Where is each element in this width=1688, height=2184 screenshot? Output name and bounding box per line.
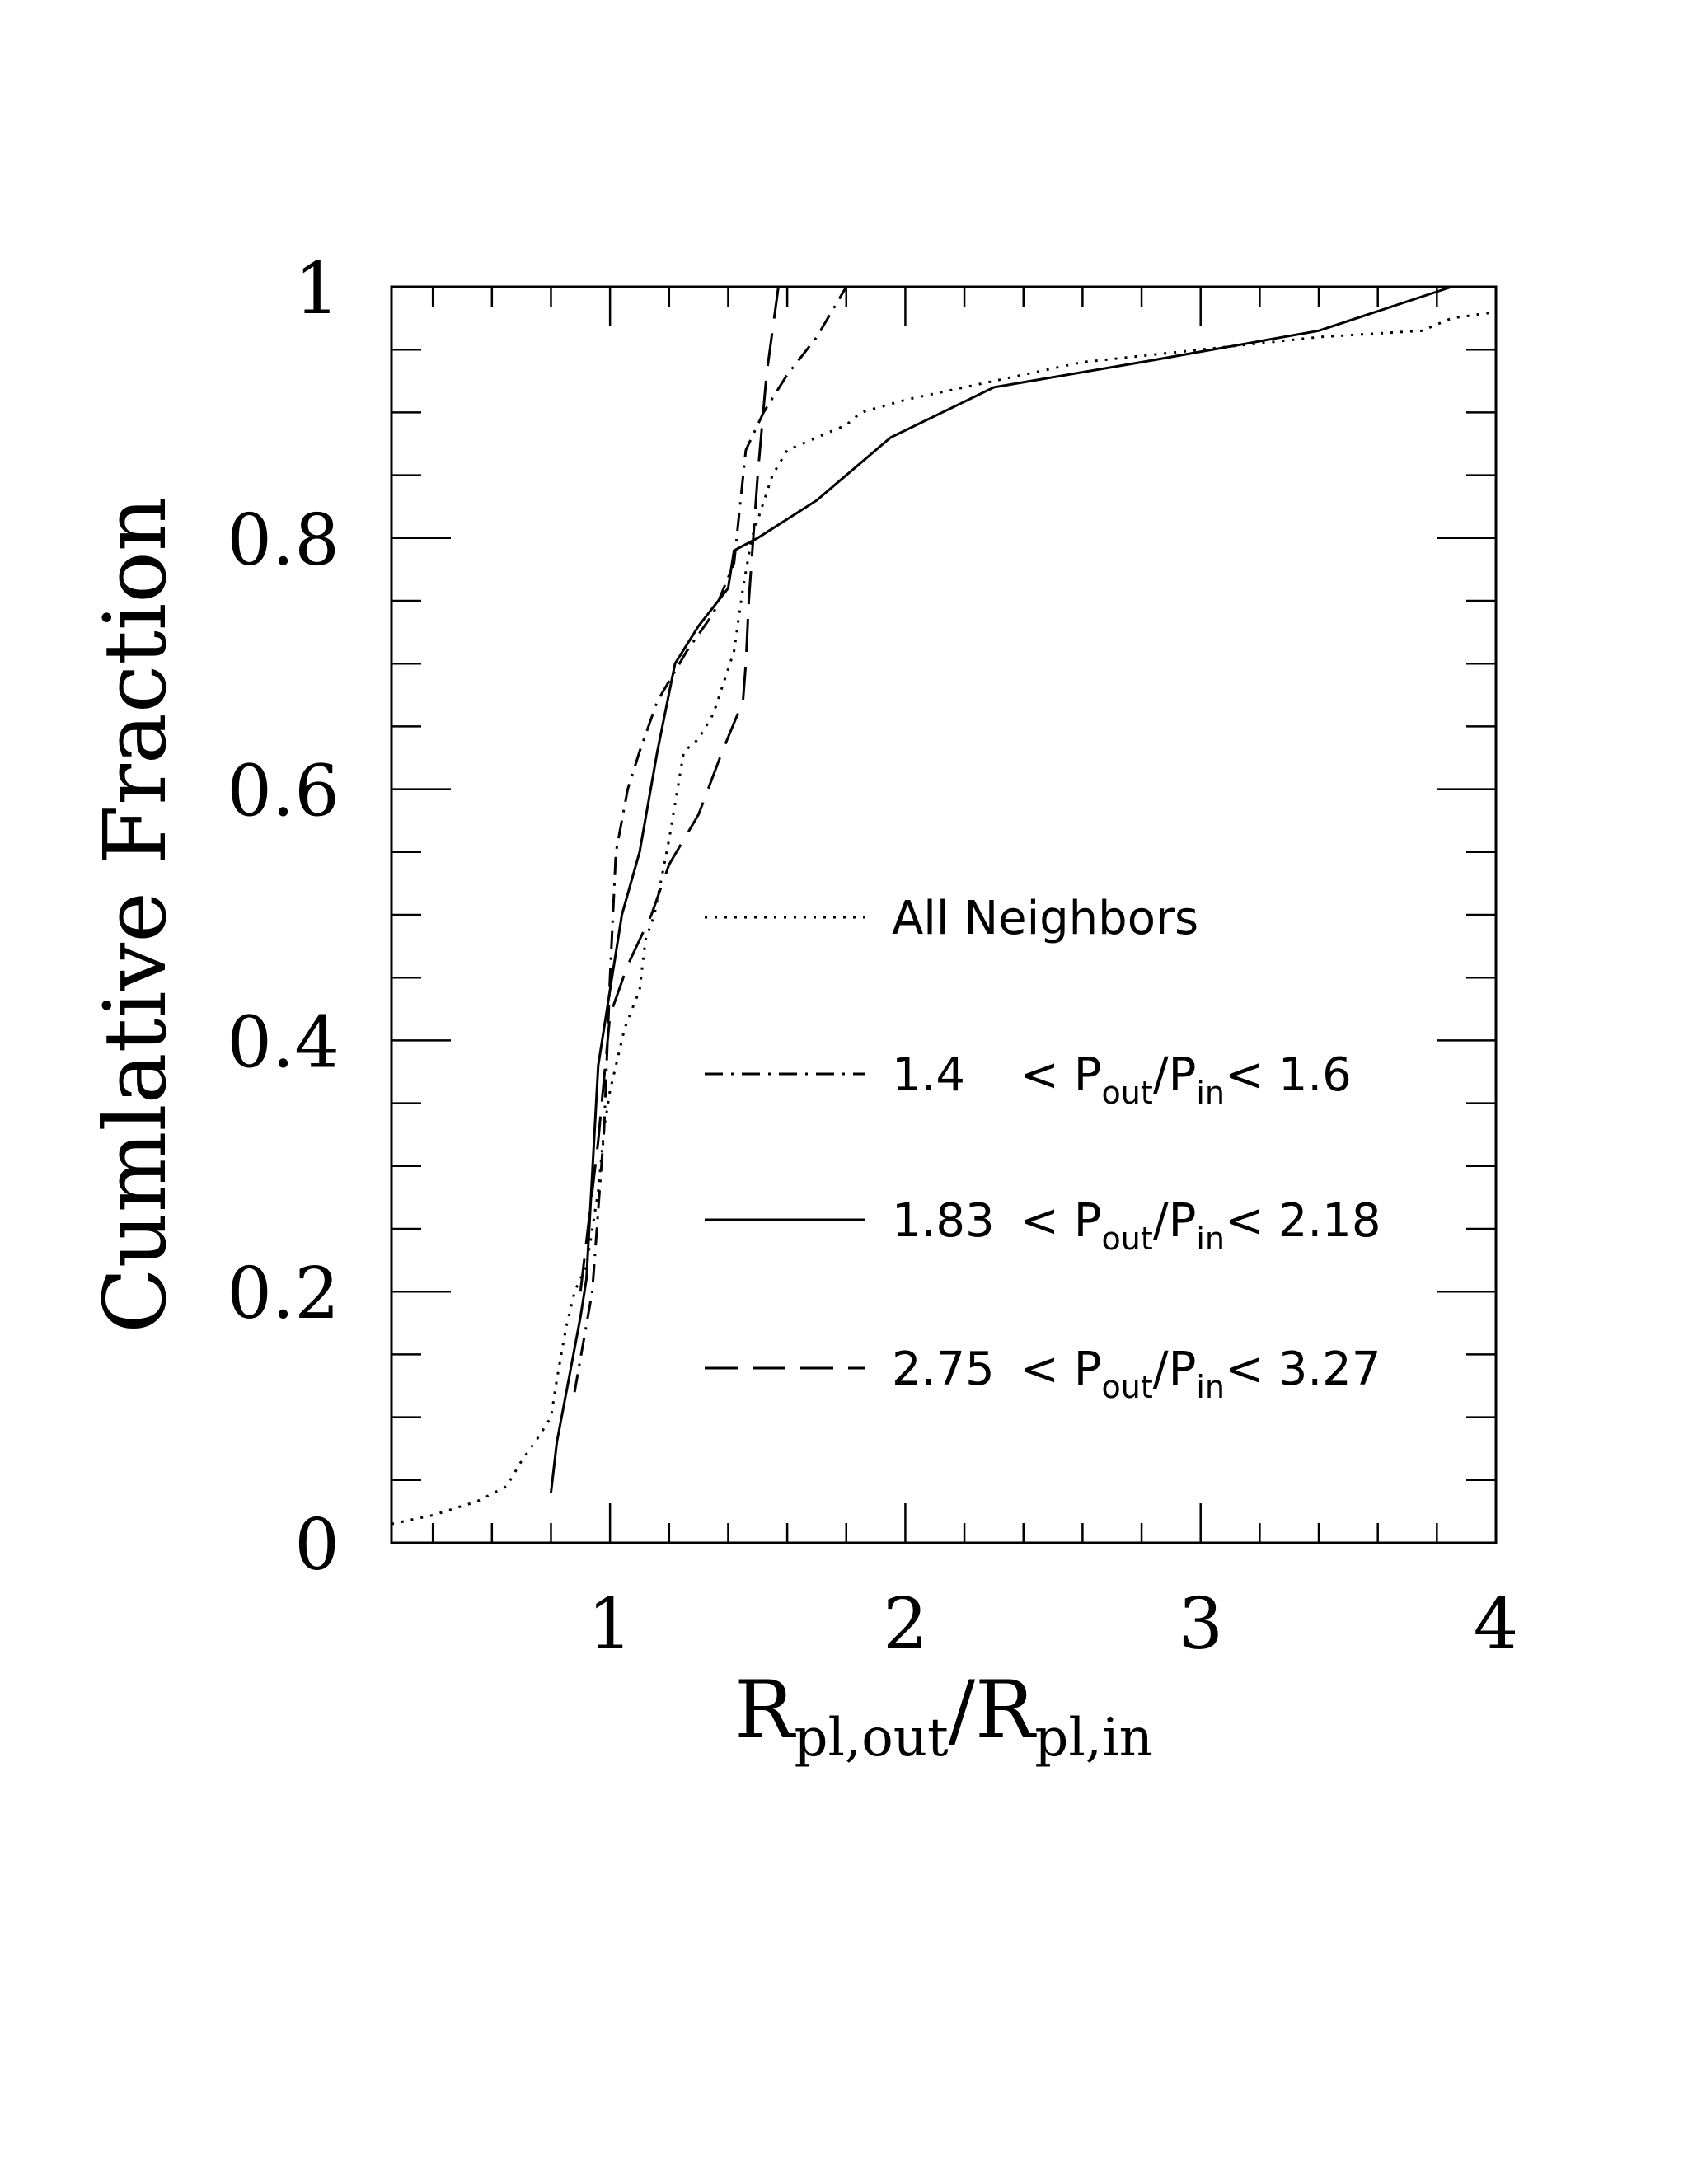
x-axis-title-sub1: pl,out (794, 1708, 949, 1769)
x-tick-label: 3 (1178, 1583, 1223, 1666)
series-3 (550, 285, 1452, 1493)
x-tick-label: 2 (883, 1583, 928, 1666)
y-tick-label: 1 (294, 248, 340, 330)
y-tick-label: 0.4 (227, 1001, 340, 1084)
x-axis-title-base: R (734, 1664, 796, 1756)
y-tick-label: 0 (294, 1504, 340, 1586)
x-tick-label: 1 (588, 1583, 633, 1666)
x-axis-title: Rpl,out/Rpl,in (734, 1664, 1153, 1769)
x-axis-title-sub2: pl,in (1034, 1708, 1152, 1769)
legend: All Neighbors 1.4 < Pout/Pin< 1.6 1.83 < Pou… (705, 892, 1381, 1405)
legend-label: 1.83 < Pout/Pin< 2.18 (892, 1194, 1381, 1257)
legend-label: All Neighbors (892, 892, 1198, 945)
series-line (579, 286, 780, 1292)
plot-frame (390, 285, 1498, 1544)
series-line (550, 285, 1452, 1493)
x-axis-title-slash: / (949, 1664, 976, 1756)
y-tick-label: 0.2 (227, 1253, 340, 1335)
y-tick-label: 0.8 (227, 499, 340, 582)
x-tick-label: 4 (1474, 1583, 1519, 1666)
series-2 (573, 286, 848, 1393)
legend-label: 2.75 < Pout/Pin< 3.27 (892, 1343, 1381, 1405)
series-line (391, 311, 1497, 1526)
y-tick-label: 0.6 (227, 751, 340, 833)
series-4 (579, 286, 780, 1292)
y-axis-title: Cumlative Fraction (85, 496, 185, 1333)
x-axis-title-base2: R (975, 1664, 1037, 1756)
series-line (573, 286, 848, 1393)
legend-label: 1.4 < Pout/Pin< 1.6 (892, 1048, 1352, 1111)
series-layer (391, 285, 1497, 1526)
tick-labels: 1 2 3 4 0 0.2 0.4 0.6 0.8 1 (227, 248, 1518, 1666)
series-1 (391, 311, 1497, 1526)
